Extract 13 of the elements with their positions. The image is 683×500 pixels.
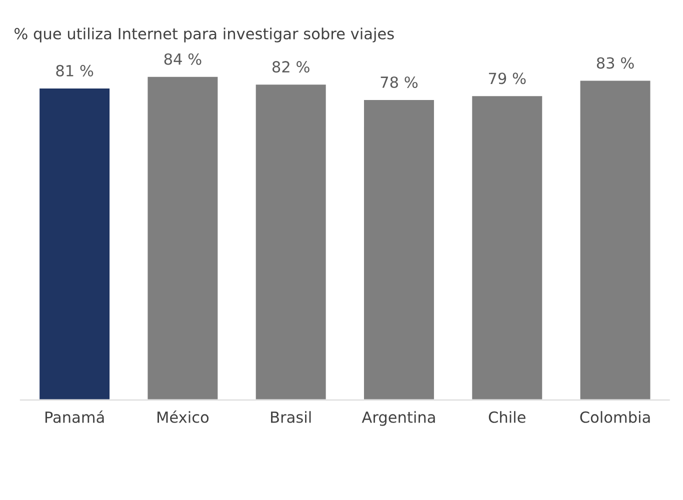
x-tick-label: Chile — [488, 411, 526, 423]
x-tick-label: México — [158, 410, 209, 423]
data-label: 82 % — [272, 61, 310, 73]
data-label: 81 % — [56, 64, 94, 76]
x-tick-label: Colombia — [580, 411, 650, 423]
chart-title: % que utiliza Internet para investigar sobre viajes — [14, 28, 394, 42]
x-tick-label: Brasil — [271, 411, 311, 423]
data-label: 83 % — [596, 57, 634, 69]
data-label: 84 % — [164, 53, 202, 65]
x-tick-label: Argentina — [362, 411, 435, 426]
data-label: 78 % — [380, 76, 418, 88]
x-tick-label: Panamá — [45, 410, 104, 423]
data-label: 79 % — [488, 72, 526, 84]
